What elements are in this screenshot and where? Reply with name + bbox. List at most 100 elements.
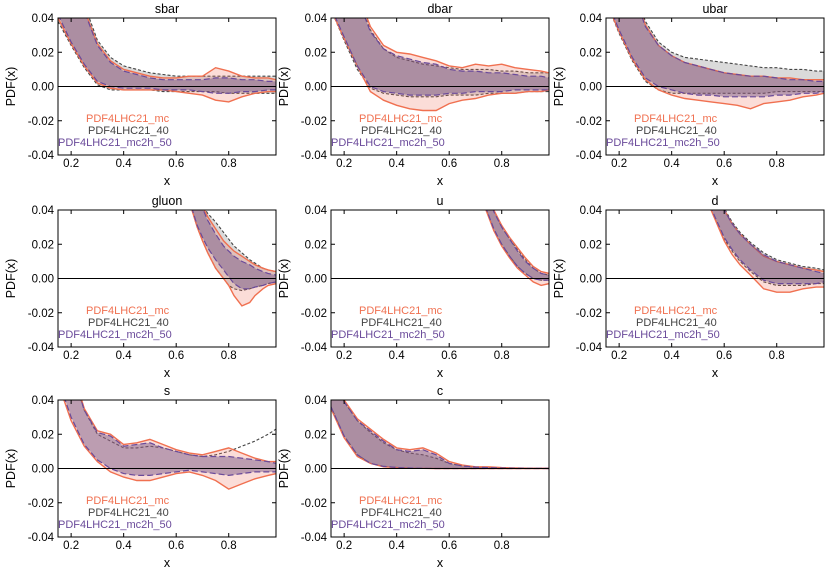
- y-axis-label: PDF(x): [4, 449, 18, 489]
- band-lower-0: [485, 210, 549, 287]
- panel-d: 0.2 0.4 0.6 0.8 -0.04 -0.02 0.00 0.02 0.04 d x PDF(…: [552, 194, 825, 380]
- y-tick-label: -0.02: [301, 498, 327, 510]
- panel-title: u: [437, 194, 444, 208]
- band-lower-1: [58, 21, 276, 94]
- band-upper-1: [643, 18, 824, 72]
- x-tick-label: 0.8: [494, 540, 510, 552]
- x-tick-label: 0.2: [63, 158, 79, 170]
- band-fill-2: [614, 18, 824, 97]
- x-axis-label: x: [437, 366, 444, 380]
- x-tick-label: 0.2: [336, 158, 352, 170]
- plot-area: [331, 210, 549, 287]
- y-axis-label: PDF(x): [552, 259, 566, 299]
- band-fill-2: [59, 18, 276, 94]
- band-fill-0: [63, 400, 276, 490]
- band-lower-0: [334, 18, 549, 112]
- y-tick-label: -0.04: [301, 150, 328, 162]
- legend-entry: PDF4LHC21_mc2h_50: [331, 329, 445, 341]
- plot-area: [58, 400, 276, 490]
- y-tick-label: -0.04: [576, 150, 603, 162]
- legend-entry: PDF4LHC21_mc2h_50: [331, 519, 445, 531]
- x-tick-label: 0.8: [221, 350, 237, 362]
- band-fill-1: [334, 18, 549, 97]
- x-tick-label: 0.6: [168, 158, 184, 170]
- band-fill-0: [58, 18, 276, 102]
- x-tick-label: 0.8: [221, 158, 237, 170]
- panel-ubar: 0.2 0.4 0.6 0.8 -0.04 -0.02 0.00 0.02 0.04 ubar x P…: [552, 2, 825, 188]
- band-upper-1: [724, 210, 824, 271]
- x-tick-label: 0.2: [63, 350, 79, 362]
- band-lower-1: [710, 210, 824, 286]
- band-upper-2: [202, 210, 276, 276]
- x-tick-label: 0.6: [716, 350, 732, 362]
- legend-entry: PDF4LHC21_40: [88, 125, 169, 137]
- band-upper-1: [342, 400, 549, 470]
- y-tick-label: 0.00: [580, 82, 602, 94]
- band-lower-2: [64, 400, 276, 477]
- band-lower-0: [58, 18, 276, 103]
- legend-entry: PDF4LHC21_mc: [359, 495, 443, 507]
- y-tick-label: 0.02: [580, 239, 602, 251]
- y-tick-label: -0.04: [301, 342, 328, 354]
- y-tick-label: 0.00: [580, 274, 602, 286]
- band-lower-0: [710, 210, 824, 293]
- band-upper-2: [492, 210, 549, 276]
- legend-entry: PDF4LHC21_mc: [86, 305, 170, 317]
- x-axis-label: x: [164, 366, 171, 380]
- y-tick-label: 0.04: [580, 13, 603, 25]
- y-tick-label: 0.04: [32, 205, 55, 217]
- y-tick-label: 0.00: [32, 82, 54, 94]
- x-tick-label: 0.2: [336, 540, 352, 552]
- y-tick-label: 0.04: [305, 395, 328, 407]
- y-axis-label: PDF(x): [277, 67, 291, 107]
- band-upper-2: [80, 400, 276, 464]
- y-axis-label: PDF(x): [277, 449, 291, 489]
- x-tick-label: 0.6: [716, 158, 732, 170]
- y-tick-label: 0.00: [305, 464, 327, 476]
- y-tick-label: -0.02: [301, 308, 327, 320]
- y-tick-label: -0.04: [301, 532, 328, 544]
- legend-entry: PDF4LHC21_mc: [359, 113, 443, 125]
- y-tick-label: -0.02: [28, 308, 54, 320]
- x-tick-label: 0.2: [611, 350, 627, 362]
- legend-entry: PDF4LHC21_mc2h_50: [606, 329, 720, 341]
- plot-area: [331, 18, 549, 112]
- y-tick-label: -0.04: [576, 342, 603, 354]
- x-tick-label: 0.6: [441, 350, 457, 362]
- legend-entry: PDF4LHC21_mc2h_50: [331, 137, 445, 149]
- x-tick-label: 0.8: [494, 158, 510, 170]
- y-tick-label: 0.04: [32, 13, 55, 25]
- band-upper-0: [203, 210, 276, 273]
- panel-title: dbar: [427, 2, 452, 16]
- band-upper-0: [86, 18, 276, 81]
- y-tick-label: 0.04: [580, 205, 603, 217]
- x-tick-label: 0.4: [116, 350, 133, 362]
- band-upper-2: [86, 18, 276, 83]
- band-fill-1: [612, 18, 824, 94]
- y-tick-label: -0.04: [28, 342, 55, 354]
- band-lower-2: [334, 18, 549, 96]
- band-upper-0: [366, 18, 549, 74]
- y-tick-label: -0.02: [28, 116, 54, 128]
- y-tick-label: 0.04: [305, 13, 328, 25]
- band-fill-2: [486, 210, 549, 281]
- x-tick-label: 0.4: [389, 158, 406, 170]
- legend-entry: PDF4LHC21_mc2h_50: [58, 519, 172, 531]
- legend-entry: PDF4LHC21_40: [361, 317, 442, 329]
- x-tick-label: 0.8: [494, 350, 510, 362]
- panel-title: d: [712, 194, 719, 208]
- band-fill-2: [331, 400, 549, 469]
- x-tick-label: 0.2: [336, 350, 352, 362]
- panel-title: s: [164, 384, 170, 398]
- band-lower-2: [191, 210, 276, 290]
- x-tick-label: 0.8: [221, 540, 237, 552]
- x-tick-label: 0.2: [611, 158, 627, 170]
- y-tick-label: 0.00: [305, 274, 327, 286]
- panel-title: c: [437, 384, 443, 398]
- x-tick-label: 0.8: [769, 158, 785, 170]
- legend-entry: PDF4LHC21_mc: [86, 113, 170, 125]
- plot-area: [606, 210, 824, 293]
- y-tick-label: -0.02: [28, 498, 54, 510]
- panel-title: ubar: [702, 2, 727, 16]
